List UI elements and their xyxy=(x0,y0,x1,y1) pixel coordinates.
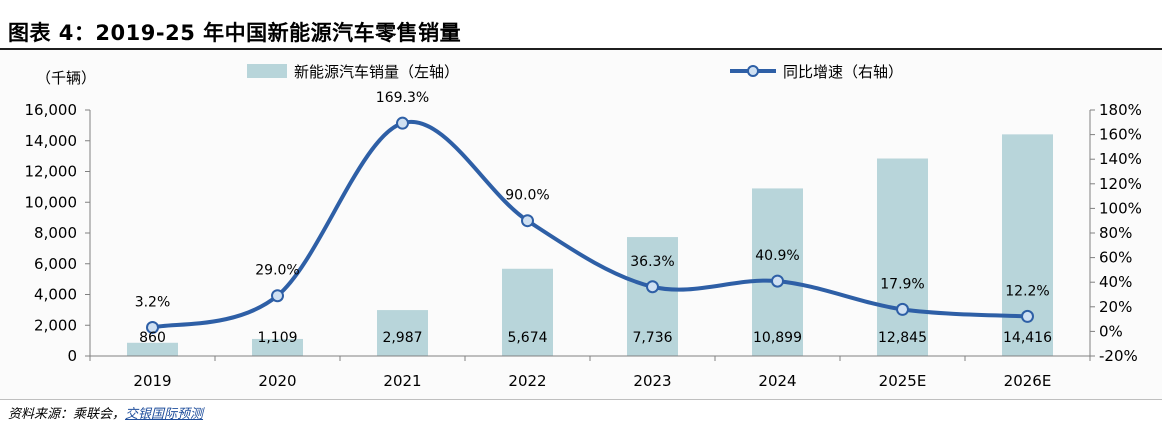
growth-marker-2025E xyxy=(896,302,909,316)
left-tick-label: 4,000 xyxy=(34,286,77,304)
left-tick-label: 14,000 xyxy=(25,132,78,150)
figure-title: 图表 4：2019-25 年中国新能源汽车零售销量 xyxy=(8,21,462,45)
right-tick-label: 120% xyxy=(1099,175,1142,193)
left-tick-label: 12,000 xyxy=(25,163,78,181)
growth-marker-2026E xyxy=(1021,309,1034,323)
bar-2021 xyxy=(377,310,428,356)
growth-value-label: 17.9% xyxy=(880,276,924,292)
x-tick-label: 2022 xyxy=(508,372,546,390)
left-tick-label: 2,000 xyxy=(34,316,77,334)
growth-line xyxy=(152,119,1028,330)
growth-value-label: 12.2% xyxy=(1005,283,1049,299)
left-tick-label: 8,000 xyxy=(34,224,77,242)
source-link[interactable]: 交银国际预测 xyxy=(125,407,204,422)
x-tick-label: 2024 xyxy=(758,372,796,390)
right-tick-label: 160% xyxy=(1099,126,1142,144)
legend-line-label: 同比增速（右轴） xyxy=(783,63,903,81)
legend-line-marker xyxy=(747,65,759,77)
bar-value-label: 10,899 xyxy=(753,330,802,346)
right-tick-label: 40% xyxy=(1099,273,1132,291)
bar-value-label: 1,109 xyxy=(257,330,297,346)
source-prefix: 资料来源：乘联会， xyxy=(8,407,126,422)
x-tick-label: 2026E xyxy=(1004,372,1052,390)
right-tick-label: 60% xyxy=(1099,249,1132,267)
growth-value-label: 40.9% xyxy=(755,248,799,264)
bar-value-label: 860 xyxy=(139,330,166,346)
right-tick-label: 0% xyxy=(1099,322,1123,340)
bar-2023 xyxy=(627,237,678,356)
bar-2020 xyxy=(252,338,303,356)
right-tick-label: -20% xyxy=(1099,347,1138,365)
growth-value-label: 90.0% xyxy=(505,188,549,204)
legend: 新能源汽车销量（左轴） 同比增速（右轴） xyxy=(247,63,903,81)
title-divider xyxy=(0,48,1162,50)
bar-2022 xyxy=(502,268,553,356)
growth-marker-2024 xyxy=(771,274,784,288)
left-tick-label: 0 xyxy=(67,347,77,365)
bar-value-label: 5,674 xyxy=(507,330,547,346)
right-tick-label: 140% xyxy=(1099,150,1142,168)
combo-chart: （千辆） 新能源汽车销量（左轴） 同比增速（右轴） 0 2,000 4,000 6,0… xyxy=(25,63,1142,390)
growth-value-label: 169.3% xyxy=(376,90,429,106)
bar-value-label: 7,736 xyxy=(632,330,672,346)
legend-bar-swatch xyxy=(247,64,287,78)
left-axis-unit: （千辆） xyxy=(36,69,96,87)
growth-value-label: 3.2% xyxy=(135,294,171,310)
x-tick-label: 2019 xyxy=(133,372,171,390)
x-tick-label: 2020 xyxy=(258,372,296,390)
axes-layer: 0 2,000 4,000 6,000 8,000 10,000 12,000 14,000 1… xyxy=(25,101,1142,390)
growth-value-label: 29.0% xyxy=(255,263,299,279)
bar-2024 xyxy=(752,188,803,356)
bar-2019 xyxy=(127,342,178,356)
growth-marker-2020 xyxy=(271,289,284,303)
x-tick-label: 2025E xyxy=(879,372,927,390)
growth-marker-2021 xyxy=(396,116,409,130)
growth-marker-2019 xyxy=(146,320,159,334)
left-tick-label: 16,000 xyxy=(25,101,78,119)
left-tick-label: 6,000 xyxy=(34,255,77,273)
right-tick-label: 100% xyxy=(1099,199,1142,217)
growth-marker-2023 xyxy=(646,280,659,294)
right-tick-label: 180% xyxy=(1099,101,1142,119)
bar-value-label: 2,987 xyxy=(382,330,422,346)
legend-bar-label: 新能源汽车销量（左轴） xyxy=(294,63,459,81)
source-note: 资料来源：乘联会，交银国际预测 xyxy=(8,403,203,422)
chart-area: （千辆） 新能源汽车销量（左轴） 同比增速（右轴） 0 2,000 4,000 6,0… xyxy=(0,50,1162,400)
bar-value-label: 12,845 xyxy=(878,330,927,346)
x-tick-label: 2021 xyxy=(383,372,421,390)
bar-value-label: 14,416 xyxy=(1003,330,1052,346)
line-layer xyxy=(146,116,1034,334)
growth-value-label: 36.3% xyxy=(630,254,674,270)
right-tick-label: 80% xyxy=(1099,224,1132,242)
left-tick-label: 10,000 xyxy=(25,193,78,211)
x-tick-label: 2023 xyxy=(633,372,671,390)
right-tick-label: 20% xyxy=(1099,298,1132,316)
bar-2025E xyxy=(877,158,928,356)
labels-layer: 860 1,109 2,987 5,674 7,736 10,899 12,845 14,41… xyxy=(135,90,1052,346)
bars-layer xyxy=(127,134,1053,356)
growth-marker-2022 xyxy=(521,214,534,228)
